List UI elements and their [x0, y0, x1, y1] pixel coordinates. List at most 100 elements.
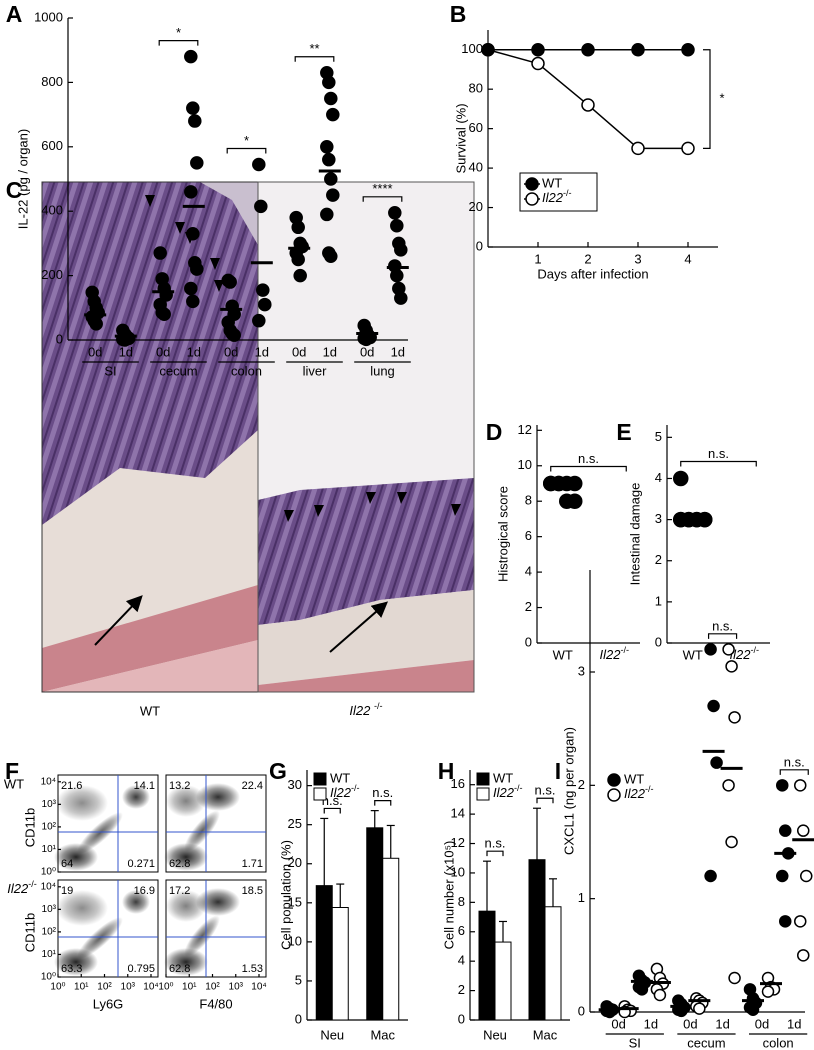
quadrant-percent: 18.5 — [242, 885, 263, 897]
bar — [528, 859, 546, 1021]
y-tick-label: 0 — [476, 238, 483, 253]
sig-label: n.s. — [372, 785, 393, 800]
data-point — [710, 756, 723, 769]
panel-letter: H — [438, 758, 455, 784]
y-tick-label: 10¹ — [42, 844, 57, 855]
x-tick-label: 0d — [156, 344, 170, 359]
x-tick-label: 0d — [360, 344, 374, 359]
text-part: Il22 — [493, 785, 515, 800]
x-tick-label: 0d — [224, 344, 238, 359]
legend-label: Il22-/- — [624, 784, 654, 801]
data-point — [223, 275, 237, 289]
x-tick-label: 3 — [634, 251, 641, 266]
data-point — [581, 42, 595, 57]
x-tick-label: 1 — [534, 251, 541, 266]
x-axis-label: F4/80 — [199, 996, 232, 1011]
y-tick-label: 1000 — [34, 9, 63, 24]
x-tick-label: 10² — [97, 982, 112, 993]
data-point — [707, 699, 720, 713]
data-point — [794, 915, 807, 928]
y-tick-label: 0 — [56, 331, 63, 346]
cell-density — [196, 888, 240, 916]
x-tick-label: 10⁰ — [158, 982, 173, 993]
data-point — [704, 869, 717, 883]
bar — [494, 941, 512, 1021]
sig-bracket — [703, 49, 711, 149]
x-tick-label: 0d — [755, 1016, 769, 1031]
muscle — [42, 640, 258, 692]
legend-marker — [313, 772, 327, 786]
data-point — [394, 291, 408, 305]
y-tick-label: 3 — [655, 511, 662, 526]
y-tick-label: 10 — [288, 933, 302, 948]
y-tick-label: 10 — [451, 864, 465, 879]
data-point — [761, 985, 775, 998]
legend-marker — [607, 773, 621, 787]
y-tick-label: 10⁰ — [41, 972, 56, 983]
x-tick-label: Il22-/- — [599, 645, 629, 662]
data-point — [227, 328, 241, 342]
arrow — [329, 601, 389, 653]
x-tick-label: Mac — [533, 1027, 558, 1042]
sig-label: n.s. — [578, 451, 599, 466]
cell-density — [77, 812, 123, 854]
data-point — [320, 207, 334, 222]
sig-label: n.s. — [322, 793, 343, 808]
panel-letter: G — [269, 758, 287, 784]
y-tick-label: 0 — [295, 1011, 302, 1026]
x-tick-label: 4 — [684, 251, 691, 266]
x-tick-label: 10¹ — [182, 982, 197, 993]
quadrant-percent: 1.71 — [242, 858, 263, 870]
cell-density — [184, 915, 220, 957]
y-tick-label: 10¹ — [42, 949, 57, 960]
panel-letter: D — [486, 419, 503, 445]
x-tick-label: 1d — [644, 1016, 658, 1031]
x-tick-label: 1d — [119, 344, 133, 359]
y-tick-label: 20 — [288, 855, 302, 870]
y-axis-label: CD11b — [22, 913, 37, 953]
data-point — [390, 268, 404, 283]
arrowheads — [284, 492, 461, 522]
x-tick-label: 0d — [611, 1016, 625, 1031]
data-point — [186, 226, 200, 241]
y-axis-label: Intestinal damage — [627, 483, 642, 586]
data-point — [252, 157, 266, 172]
panel-letter: E — [616, 419, 631, 445]
x-tick-label: 10⁴ — [251, 982, 266, 993]
data-point — [531, 56, 545, 71]
legend-label: Il22-/- — [330, 783, 360, 800]
superscript: -/- — [374, 701, 383, 711]
x-tick-label: 2 — [584, 251, 591, 266]
legend-label: Il22-/- — [542, 188, 572, 205]
data-point — [184, 185, 198, 199]
data-point — [531, 42, 545, 57]
bar — [331, 907, 349, 1021]
legend-marker — [313, 787, 327, 801]
sig-label: n.s. — [535, 783, 556, 798]
data-point — [359, 332, 373, 347]
group-label: cecum — [687, 1035, 725, 1050]
cell-density — [166, 890, 206, 922]
lumen-debris — [200, 182, 258, 245]
group-label: lung — [370, 363, 395, 378]
x-tick-label: 1d — [787, 1016, 801, 1031]
cell-density — [184, 810, 220, 852]
y-tick-label: 3 — [578, 663, 585, 678]
data-point — [324, 172, 338, 186]
bar — [544, 906, 562, 1021]
y-tick-label: 10² — [42, 822, 57, 833]
x-tick-label: 10³ — [229, 982, 244, 993]
quadrant-percent: 62.8 — [169, 858, 190, 870]
y-axis-label: CXCL1 (ng per organ) — [561, 727, 576, 855]
y-tick-label: 2 — [458, 982, 465, 997]
data-point — [681, 42, 695, 57]
legend-label: WT — [542, 175, 562, 190]
superscript: -/- — [28, 879, 37, 889]
group-label: colon — [763, 1035, 794, 1050]
data-point — [704, 643, 717, 656]
data-point — [326, 188, 340, 202]
data-point — [725, 835, 738, 849]
superscript: -/- — [514, 783, 523, 793]
data-point — [322, 152, 336, 167]
data-point — [324, 91, 338, 106]
